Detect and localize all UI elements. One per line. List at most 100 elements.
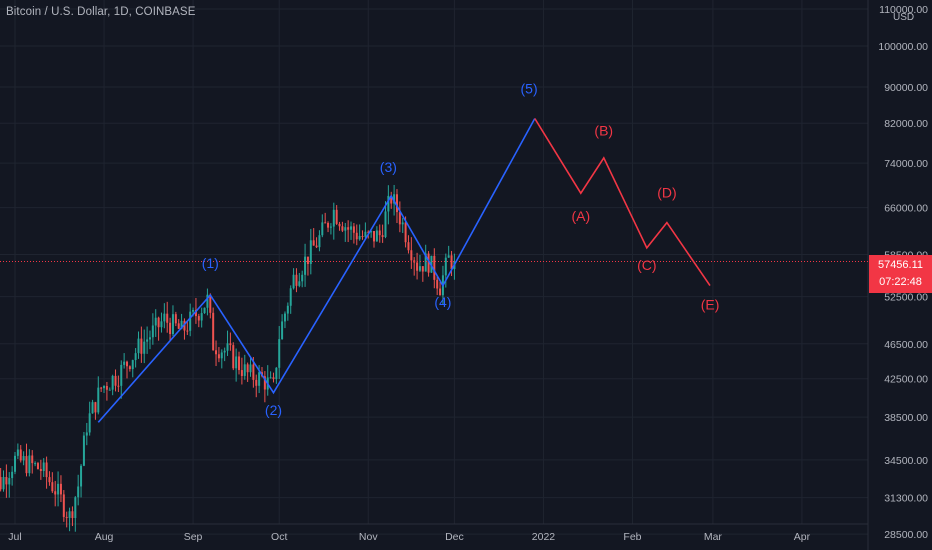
candle-body <box>131 360 134 370</box>
candle-body <box>243 364 246 376</box>
candle-body <box>8 478 11 485</box>
candle-body <box>416 262 419 271</box>
candle-body <box>341 226 344 231</box>
candle-body <box>364 231 367 237</box>
candle-body <box>97 387 100 413</box>
candle-body <box>321 222 324 236</box>
price-tick-label: 52500.00 <box>884 292 928 304</box>
candle-body <box>338 223 341 227</box>
candle-body <box>393 194 396 204</box>
wave-label: (D) <box>657 185 676 201</box>
candle-body <box>94 402 97 413</box>
candle-body <box>111 375 114 390</box>
candle-body <box>174 314 177 324</box>
candle-body <box>54 491 57 495</box>
candle-body <box>2 476 5 490</box>
candle-body <box>304 256 307 275</box>
candle-body <box>232 345 235 369</box>
candle-body <box>281 321 284 340</box>
wave-label: (4) <box>434 294 451 310</box>
candle-body <box>146 339 149 342</box>
candle-body <box>335 209 338 224</box>
wave-label: (1) <box>202 255 219 271</box>
candle-body <box>444 257 447 276</box>
wave-label: (2) <box>265 402 282 418</box>
candle-body <box>51 482 54 492</box>
price-tick-label: 66000.00 <box>884 203 928 215</box>
price-axis[interactable]: 28500.00 31300.00 34500.00 38500.00 42500.00… <box>878 4 928 541</box>
elliott-wave-lines <box>97 118 711 423</box>
candle-body <box>312 240 315 246</box>
candle-body <box>108 389 111 391</box>
candle-body <box>34 463 37 465</box>
candle-body <box>226 343 229 351</box>
candle-body <box>39 468 42 472</box>
candle-body <box>117 385 120 387</box>
time-tick-label: Sep <box>184 531 203 543</box>
time-axis[interactable]: Jul Aug Sep Oct Nov Dec 2022 Feb Mar Apr <box>8 531 810 543</box>
candle-body <box>298 281 301 286</box>
candle-body <box>324 222 327 224</box>
last-price-value: 57456.11 <box>877 258 924 271</box>
candle-body <box>258 372 261 386</box>
candle-body <box>203 307 206 314</box>
price-tick-label: 110000.00 <box>879 4 928 16</box>
candle-body <box>223 350 226 353</box>
time-tick-label: Mar <box>704 531 723 543</box>
candle-body <box>436 279 439 289</box>
candle-body <box>306 256 309 264</box>
candle-body <box>235 356 238 369</box>
candle-body <box>407 242 410 251</box>
candle-body <box>269 377 272 379</box>
candle-body <box>327 222 330 228</box>
candle-body <box>395 194 398 213</box>
price-tick-label: 31300.00 <box>884 493 928 505</box>
candle-body <box>378 230 381 236</box>
candle-body <box>77 486 80 498</box>
candle-body <box>194 309 197 317</box>
candle-body <box>16 449 19 456</box>
candle-body <box>22 456 25 461</box>
candle-body <box>332 209 335 227</box>
time-tick-label: Feb <box>623 531 641 543</box>
candle-body <box>143 341 146 354</box>
wave-labels: (1) (2) (3) (4) (5) (A) (B) (C) (D) (E) <box>202 81 720 419</box>
candle-body <box>183 320 186 331</box>
candle-body <box>25 456 28 474</box>
candle-body <box>100 387 103 389</box>
candle-body <box>421 266 424 272</box>
candle-body <box>192 309 195 312</box>
last-price-badge: 57456.11 07:22:48 <box>869 254 932 293</box>
wave-label: (5) <box>521 81 538 97</box>
candle-body <box>166 313 169 323</box>
candle-body <box>154 317 157 326</box>
candle-body <box>180 320 183 329</box>
candle-body <box>48 477 51 483</box>
candle-body <box>88 413 91 433</box>
candle-body <box>263 376 266 390</box>
candle-body <box>350 226 353 230</box>
wave-label: (A) <box>571 208 590 224</box>
candle-body <box>361 236 364 238</box>
candle-body <box>82 435 85 466</box>
price-tick-label: 38500.00 <box>884 412 928 424</box>
candle-body <box>163 313 166 322</box>
candle-body <box>28 455 31 474</box>
candle-body <box>36 463 39 469</box>
candle-body <box>215 350 218 355</box>
candle-body <box>387 195 390 212</box>
candle-body <box>206 294 209 308</box>
wave-label: (E) <box>701 296 720 312</box>
candle-body <box>5 476 8 485</box>
candle-body <box>329 226 332 228</box>
wave-label: (B) <box>594 122 613 138</box>
candle-body <box>45 462 48 478</box>
price-tick-label: 90000.00 <box>884 82 928 94</box>
candle-body <box>160 321 163 328</box>
time-tick-label: Nov <box>359 531 378 543</box>
candle-body <box>19 449 22 461</box>
candle-body <box>123 361 126 365</box>
corrective-wave-line <box>534 118 711 287</box>
candle-body <box>278 339 281 368</box>
